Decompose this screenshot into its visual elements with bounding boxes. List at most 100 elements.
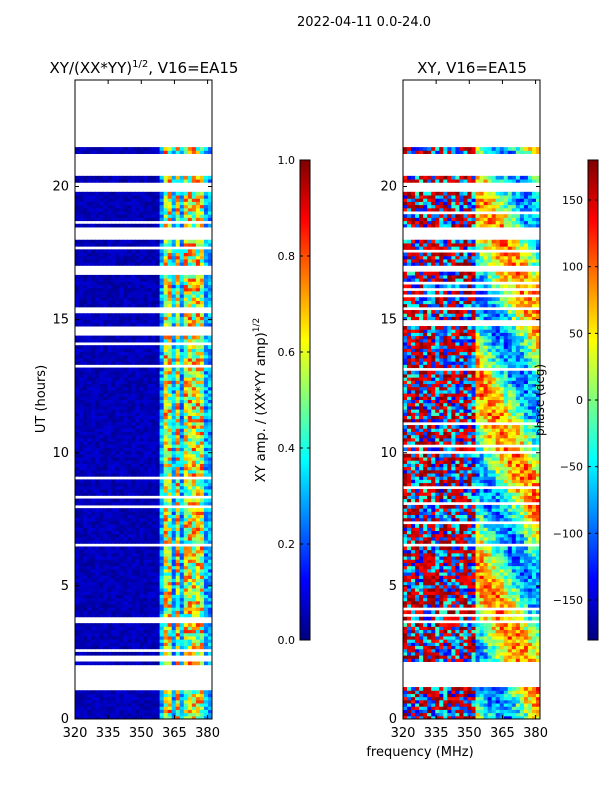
heatmap-cell bbox=[103, 335, 108, 340]
heatmap-cell bbox=[199, 610, 205, 615]
heatmap-cell bbox=[103, 249, 108, 254]
heatmap-cell bbox=[83, 191, 88, 196]
heatmap-cell bbox=[83, 517, 88, 522]
heatmap-cell bbox=[127, 501, 132, 506]
heatmap-cell bbox=[131, 520, 136, 525]
heatmap-cell bbox=[123, 434, 128, 439]
heatmap-cell bbox=[207, 338, 213, 343]
heatmap-cell bbox=[123, 607, 128, 611]
heatmap-cell bbox=[79, 217, 84, 222]
heatmap-cell bbox=[75, 223, 80, 228]
heatmap-cell bbox=[147, 278, 153, 282]
heatmap-cell bbox=[167, 693, 173, 698]
heatmap-cell bbox=[119, 613, 124, 618]
heatmap-cell bbox=[147, 345, 153, 349]
heatmap-cell bbox=[115, 262, 120, 266]
heatmap-cell bbox=[199, 255, 205, 260]
heatmap-cell bbox=[111, 198, 116, 202]
heatmap-cell bbox=[131, 421, 136, 426]
heatmap-cell bbox=[95, 210, 100, 215]
heatmap-cell bbox=[167, 191, 173, 196]
heatmap-cell bbox=[135, 338, 140, 343]
heatmap-cell bbox=[191, 607, 197, 611]
heatmap-cell bbox=[87, 175, 92, 180]
heatmap-cell bbox=[127, 565, 132, 570]
heatmap-cell bbox=[151, 431, 157, 436]
heatmap-cell bbox=[111, 409, 116, 413]
heatmap-cell bbox=[79, 348, 84, 353]
heatmap-cell bbox=[199, 441, 205, 445]
heatmap-cell bbox=[103, 300, 108, 305]
heatmap-cell bbox=[203, 300, 209, 305]
heatmap-cell bbox=[111, 431, 116, 436]
heatmap-cell bbox=[171, 405, 177, 410]
heatmap-cell bbox=[183, 591, 189, 595]
heatmap-cell bbox=[123, 281, 128, 285]
heatmap-cell bbox=[171, 651, 177, 656]
heatmap-cell bbox=[111, 297, 116, 301]
heatmap-cell bbox=[103, 399, 108, 404]
heatmap-cell bbox=[143, 418, 149, 423]
heatmap-cell bbox=[151, 284, 157, 289]
heatmap-cell bbox=[103, 284, 108, 289]
heatmap-cell bbox=[151, 195, 157, 199]
heatmap-cell bbox=[119, 635, 124, 640]
heatmap-cell bbox=[87, 715, 92, 720]
amplitude-panel: XY/(XX*YY)1/2, V16=EA15 320 335 350 365 380 … bbox=[34, 59, 238, 741]
heatmap-cell bbox=[91, 402, 96, 407]
heatmap-cell bbox=[131, 444, 136, 448]
heatmap-cell bbox=[147, 191, 153, 196]
heatmap-cell bbox=[167, 559, 173, 563]
heatmap-cell bbox=[111, 588, 116, 592]
heatmap-cell bbox=[147, 463, 153, 468]
heatmap-cell bbox=[207, 690, 213, 694]
heatmap-cell bbox=[115, 581, 120, 586]
heatmap-cell bbox=[175, 588, 181, 592]
heatmap-cell bbox=[203, 492, 209, 496]
heatmap-cell bbox=[139, 450, 144, 455]
heatmap-cell bbox=[151, 584, 157, 589]
heatmap-cell bbox=[135, 600, 140, 605]
heatmap-cell bbox=[103, 447, 108, 452]
heatmap-cell bbox=[127, 281, 132, 285]
heatmap-cell bbox=[187, 527, 193, 531]
heatmap-cell bbox=[183, 386, 189, 391]
heatmap-cell bbox=[135, 217, 140, 222]
heatmap-cell bbox=[95, 696, 100, 701]
heatmap-cell bbox=[195, 386, 201, 391]
heatmap-cell bbox=[151, 255, 157, 260]
heatmap-cell bbox=[99, 715, 104, 720]
heatmap-cell bbox=[203, 313, 209, 317]
heatmap-cell bbox=[87, 281, 92, 285]
heatmap-cell bbox=[203, 370, 209, 375]
heatmap-cell bbox=[187, 383, 193, 388]
heatmap-cell bbox=[187, 559, 193, 563]
heatmap-cell bbox=[167, 466, 173, 471]
heatmap-cell bbox=[107, 348, 112, 353]
heatmap-cell bbox=[107, 501, 112, 506]
heatmap-cell bbox=[75, 380, 80, 385]
heatmap-cell bbox=[87, 530, 92, 535]
heatmap-cell bbox=[207, 281, 213, 285]
heatmap-cell bbox=[207, 626, 213, 631]
heatmap-cell bbox=[159, 524, 165, 528]
heatmap-cell bbox=[131, 147, 136, 151]
heatmap-cell bbox=[83, 319, 88, 324]
heatmap-cell bbox=[139, 690, 144, 694]
heatmap-cell bbox=[479, 709, 485, 714]
heatmap-cell bbox=[203, 278, 209, 282]
heatmap-cell bbox=[87, 597, 92, 602]
heatmap-cell bbox=[139, 453, 144, 458]
heatmap-cell bbox=[95, 508, 100, 512]
heatmap-cell bbox=[151, 460, 157, 464]
heatmap-cell bbox=[511, 703, 517, 707]
x-tick-label: 365 bbox=[162, 726, 187, 741]
heatmap-cell bbox=[195, 412, 201, 416]
heatmap-cell bbox=[115, 498, 120, 503]
heatmap-cell bbox=[123, 252, 128, 257]
heatmap-cell bbox=[139, 147, 144, 151]
heatmap-cell bbox=[143, 546, 149, 551]
heatmap-cell bbox=[183, 399, 189, 404]
heatmap-cell bbox=[107, 584, 112, 589]
